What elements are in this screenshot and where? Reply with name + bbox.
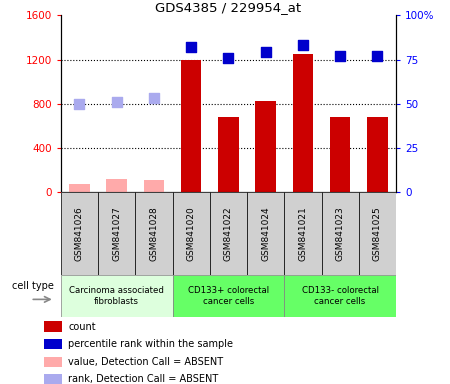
- Bar: [172, 275, 284, 317]
- Bar: [330, 117, 351, 192]
- Text: GSM841020: GSM841020: [187, 206, 196, 261]
- Bar: [247, 192, 284, 275]
- Bar: [256, 101, 276, 192]
- Bar: [210, 192, 247, 275]
- Point: [188, 44, 195, 50]
- Text: GSM841028: GSM841028: [149, 206, 158, 261]
- Text: GSM841027: GSM841027: [112, 206, 121, 261]
- Bar: [144, 180, 164, 192]
- Bar: [284, 275, 396, 317]
- Bar: [44, 321, 62, 332]
- Bar: [44, 357, 62, 367]
- Text: GSM841026: GSM841026: [75, 206, 84, 261]
- Point: [113, 99, 120, 105]
- Text: Carcinoma associated
fibroblasts: Carcinoma associated fibroblasts: [69, 286, 164, 306]
- Point: [374, 53, 381, 59]
- Text: GSM841023: GSM841023: [336, 206, 345, 261]
- Point: [299, 42, 306, 48]
- Bar: [61, 192, 98, 275]
- Text: cell type: cell type: [13, 281, 54, 291]
- Bar: [135, 192, 172, 275]
- Point: [262, 50, 269, 56]
- Point: [76, 101, 83, 107]
- Bar: [218, 117, 239, 192]
- Point: [337, 53, 344, 59]
- Bar: [367, 117, 387, 192]
- Text: value, Detection Call = ABSENT: value, Detection Call = ABSENT: [68, 357, 224, 367]
- Text: GSM841025: GSM841025: [373, 206, 382, 261]
- Text: rank, Detection Call = ABSENT: rank, Detection Call = ABSENT: [68, 374, 219, 384]
- Bar: [181, 60, 201, 192]
- Bar: [98, 192, 135, 275]
- Title: GDS4385 / 229954_at: GDS4385 / 229954_at: [155, 1, 302, 14]
- Bar: [44, 339, 62, 349]
- Bar: [359, 192, 396, 275]
- Bar: [284, 192, 321, 275]
- Text: GSM841022: GSM841022: [224, 206, 233, 261]
- Text: CD133- colorectal
cancer cells: CD133- colorectal cancer cells: [302, 286, 378, 306]
- Text: count: count: [68, 321, 96, 331]
- Bar: [69, 184, 90, 192]
- Bar: [61, 275, 172, 317]
- Bar: [44, 374, 62, 384]
- Point: [150, 95, 158, 101]
- Text: GSM841021: GSM841021: [298, 206, 307, 261]
- Bar: [106, 179, 127, 192]
- Bar: [321, 192, 359, 275]
- Bar: [172, 192, 210, 275]
- Point: [225, 55, 232, 61]
- Bar: [292, 54, 313, 192]
- Text: GSM841024: GSM841024: [261, 206, 270, 261]
- Text: percentile rank within the sample: percentile rank within the sample: [68, 339, 234, 349]
- Text: CD133+ colorectal
cancer cells: CD133+ colorectal cancer cells: [188, 286, 269, 306]
